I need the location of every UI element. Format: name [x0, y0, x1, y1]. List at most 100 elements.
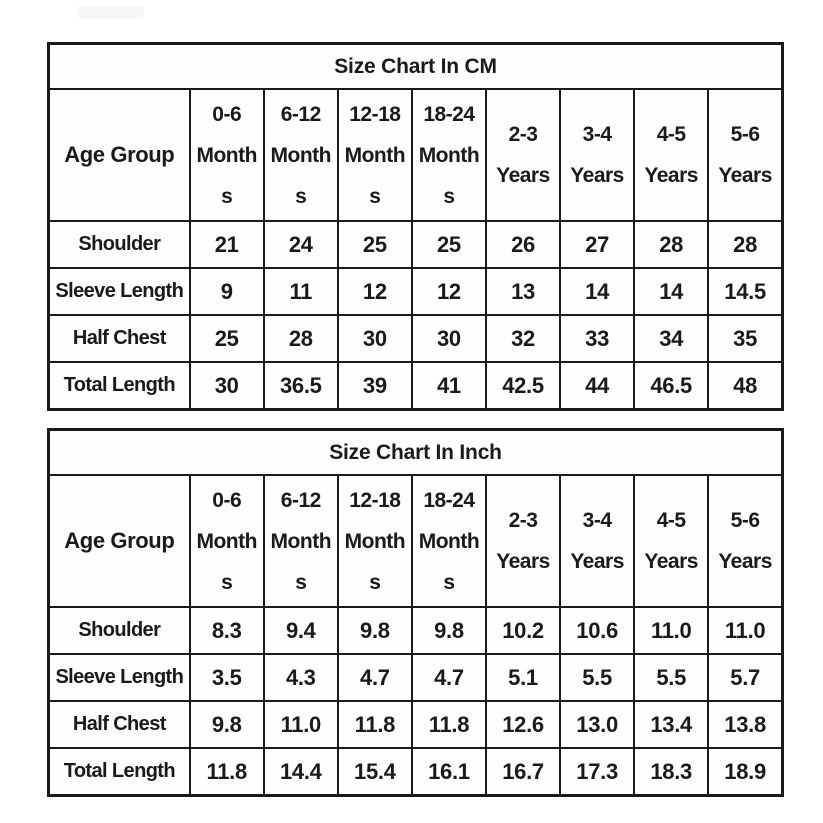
table-title-row: Size Chart In Inch: [47, 428, 784, 476]
row-label: Sleeve Length: [47, 653, 191, 702]
size-value-cell: 11.0: [633, 606, 710, 655]
table-row-sleeve-length: Sleeve Length 3.5 4.3 4.7 4.7 5.1 5.5 5.…: [47, 653, 784, 702]
size-value-cell: 14.4: [262, 747, 339, 797]
size-value-cell: 21: [188, 220, 265, 269]
column-header-0-6-months: 0-6 Month s: [188, 474, 265, 608]
table-header-row: Age Group 0-6 Month s 6-12 Month s 12-18 Mont…: [47, 474, 784, 608]
size-value-cell: 10.2: [484, 606, 562, 655]
column-header-12-18-months: 12-18 Month s: [336, 474, 413, 608]
table-title: Size Chart In CM: [47, 42, 784, 90]
size-value-cell: 30: [410, 314, 487, 363]
size-value-cell: 14: [633, 267, 710, 316]
size-value-cell: 24: [262, 220, 339, 269]
size-value-cell: 44: [559, 361, 636, 411]
column-header-3-4-years: 3-4 Years: [559, 474, 636, 608]
column-header-18-24-months: 18-24 Month s: [410, 474, 487, 608]
size-value-cell: 11: [262, 267, 339, 316]
size-value-cell: 9.4: [262, 606, 339, 655]
age-group-header: Age Group: [47, 474, 191, 608]
size-value-cell: 9.8: [410, 606, 487, 655]
column-header-0-6-months: 0-6 Month s: [188, 88, 265, 222]
size-value-cell: 46.5: [633, 361, 710, 411]
row-label: Half Chest: [47, 314, 191, 363]
size-value-cell: 13: [484, 267, 562, 316]
row-label: Shoulder: [47, 220, 191, 269]
size-value-cell: 18.9: [707, 747, 784, 797]
size-value-cell: 15.4: [336, 747, 413, 797]
size-value-cell: 17.3: [559, 747, 636, 797]
table-title: Size Chart In Inch: [47, 428, 784, 476]
column-header-4-5-years: 4-5 Years: [633, 88, 710, 222]
size-chart-cm-table: Size Chart In CM Age Group 0-6 Month s 6-1…: [47, 42, 784, 411]
size-value-cell: 14: [559, 267, 636, 316]
column-header-4-5-years: 4-5 Years: [633, 474, 710, 608]
size-value-cell: 30: [188, 361, 265, 411]
size-value-cell: 42.5: [484, 361, 562, 411]
size-value-cell: 41: [410, 361, 487, 411]
size-value-cell: 16.1: [410, 747, 487, 797]
row-label: Shoulder: [47, 606, 191, 655]
size-value-cell: 14.5: [707, 267, 784, 316]
size-value-cell: 28: [633, 220, 710, 269]
table-row-half-chest: Half Chest 9.8 11.0 11.8 11.8 12.6 13.0 …: [47, 700, 784, 749]
size-value-cell: 8.3: [188, 606, 265, 655]
size-value-cell: 28: [707, 220, 784, 269]
row-label: Sleeve Length: [47, 267, 191, 316]
size-value-cell: 12.6: [484, 700, 562, 749]
size-value-cell: 32: [484, 314, 562, 363]
size-value-cell: 27: [559, 220, 636, 269]
size-value-cell: 4.7: [410, 653, 487, 702]
size-value-cell: 4.3: [262, 653, 339, 702]
column-header-3-4-years: 3-4 Years: [559, 88, 636, 222]
column-header-6-12-months: 6-12 Month s: [262, 474, 339, 608]
size-value-cell: 13.0: [559, 700, 636, 749]
size-value-cell: 34: [633, 314, 710, 363]
column-header-2-3-years: 2-3 Years: [484, 474, 562, 608]
size-value-cell: 13.8: [707, 700, 784, 749]
column-header-2-3-years: 2-3 Years: [484, 88, 562, 222]
size-chart-inch-table: Size Chart In Inch Age Group 0-6 Month s 6…: [47, 428, 784, 797]
column-header-18-24-months: 18-24 Month s: [410, 88, 487, 222]
size-value-cell: 26: [484, 220, 562, 269]
table-row-half-chest: Half Chest 25 28 30 30 32 33 34 35: [47, 314, 784, 363]
size-value-cell: 33: [559, 314, 636, 363]
size-value-cell: 13.4: [633, 700, 710, 749]
size-value-cell: 16.7: [484, 747, 562, 797]
table-row-total-length: Total Length 30 36.5 39 41 42.5 44 46.5 …: [47, 361, 784, 411]
size-value-cell: 5.1: [484, 653, 562, 702]
size-value-cell: 11.0: [707, 606, 784, 655]
size-value-cell: 11.8: [336, 700, 413, 749]
table-header-row: Age Group 0-6 Month s 6-12 Month s 12-18 Mont…: [47, 88, 784, 222]
column-header-5-6-years: 5-6 Years: [707, 88, 784, 222]
size-value-cell: 28: [262, 314, 339, 363]
size-value-cell: 9.8: [188, 700, 265, 749]
size-value-cell: 12: [336, 267, 413, 316]
size-value-cell: 30: [336, 314, 413, 363]
size-value-cell: 25: [188, 314, 265, 363]
size-value-cell: 5.5: [559, 653, 636, 702]
size-value-cell: 9.8: [336, 606, 413, 655]
size-value-cell: 10.6: [559, 606, 636, 655]
table-row-total-length: Total Length 11.8 14.4 15.4 16.1 16.7 17…: [47, 747, 784, 797]
column-header-12-18-months: 12-18 Month s: [336, 88, 413, 222]
size-value-cell: 35: [707, 314, 784, 363]
size-value-cell: 25: [410, 220, 487, 269]
size-value-cell: 5.7: [707, 653, 784, 702]
size-value-cell: 11.8: [188, 747, 265, 797]
column-header-6-12-months: 6-12 Month s: [262, 88, 339, 222]
size-value-cell: 39: [336, 361, 413, 411]
size-value-cell: 48: [707, 361, 784, 411]
row-label: Half Chest: [47, 700, 191, 749]
size-value-cell: 11.8: [410, 700, 487, 749]
table-row-sleeve-length: Sleeve Length 9 11 12 12 13 14 14 14.5: [47, 267, 784, 316]
column-header-5-6-years: 5-6 Years: [707, 474, 784, 608]
size-value-cell: 4.7: [336, 653, 413, 702]
size-value-cell: 36.5: [262, 361, 339, 411]
size-value-cell: 5.5: [633, 653, 710, 702]
table-title-row: Size Chart In CM: [47, 42, 784, 90]
faded-watermark: [78, 7, 144, 18]
row-label: Total Length: [47, 747, 191, 797]
age-group-header: Age Group: [47, 88, 191, 222]
size-value-cell: 11.0: [262, 700, 339, 749]
